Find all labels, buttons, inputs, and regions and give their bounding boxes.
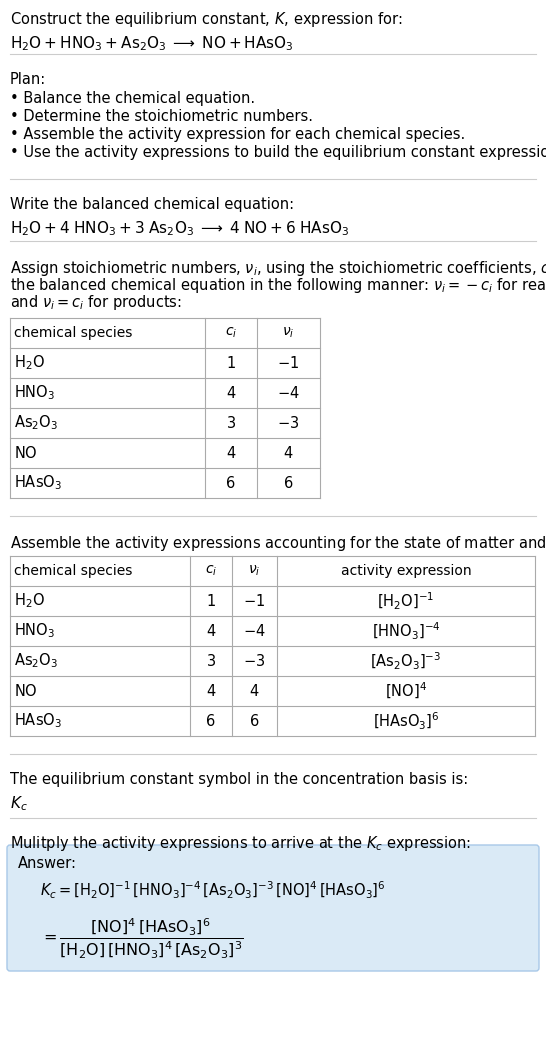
Text: $\mathrm{H_2O}$: $\mathrm{H_2O}$ <box>14 592 45 611</box>
Text: 4: 4 <box>206 683 216 698</box>
Text: $[\mathrm{HNO_3}]^{-4}$: $[\mathrm{HNO_3}]^{-4}$ <box>372 620 440 641</box>
Text: 4: 4 <box>227 445 236 460</box>
Text: Assemble the activity expressions accounting for the state of matter and $\nu_i$: Assemble the activity expressions accoun… <box>10 534 546 553</box>
Text: $\mathrm{As_2O_3}$: $\mathrm{As_2O_3}$ <box>14 652 58 671</box>
Text: $c_i$: $c_i$ <box>225 325 237 340</box>
Text: $\mathrm{As_2O_3}$: $\mathrm{As_2O_3}$ <box>14 414 58 433</box>
Text: 4: 4 <box>227 385 236 400</box>
Text: activity expression: activity expression <box>341 564 471 578</box>
Text: $K_c = [\mathrm{H_2O}]^{-1}\,[\mathrm{HNO_3}]^{-4}\,[\mathrm{As_2O_3}]^{-3}\,[\m: $K_c = [\mathrm{H_2O}]^{-1}\,[\mathrm{HN… <box>40 880 385 901</box>
Text: $\mathrm{HAsO_3}$: $\mathrm{HAsO_3}$ <box>14 712 62 731</box>
Text: 3: 3 <box>227 416 235 431</box>
Text: $\mathrm{HNO_3}$: $\mathrm{HNO_3}$ <box>14 383 55 402</box>
Text: • Balance the chemical equation.: • Balance the chemical equation. <box>10 91 255 106</box>
Text: • Determine the stoichiometric numbers.: • Determine the stoichiometric numbers. <box>10 110 313 124</box>
Text: $[\mathrm{H_2O}]^{-1}$: $[\mathrm{H_2O}]^{-1}$ <box>377 591 435 612</box>
Text: $\mathrm{NO}$: $\mathrm{NO}$ <box>14 445 38 461</box>
Text: the balanced chemical equation in the following manner: $\nu_i = -c_i$ for react: the balanced chemical equation in the fo… <box>10 276 546 295</box>
Text: $\mathrm{H_2O}$: $\mathrm{H_2O}$ <box>14 354 45 373</box>
Text: chemical species: chemical species <box>14 564 132 578</box>
Text: • Use the activity expressions to build the equilibrium constant expression.: • Use the activity expressions to build … <box>10 145 546 160</box>
Text: 1: 1 <box>227 356 236 371</box>
Text: $-3$: $-3$ <box>277 415 300 431</box>
Text: 1: 1 <box>206 594 216 609</box>
Text: $c_i$: $c_i$ <box>205 563 217 578</box>
Text: $\nu_i$: $\nu_i$ <box>248 563 260 578</box>
Text: chemical species: chemical species <box>14 326 132 340</box>
Text: 3: 3 <box>206 654 216 669</box>
Text: $-1$: $-1$ <box>244 593 265 609</box>
Text: $[\mathrm{As_2O_3}]^{-3}$: $[\mathrm{As_2O_3}]^{-3}$ <box>370 651 442 672</box>
Text: $-4$: $-4$ <box>277 385 300 401</box>
Text: 4: 4 <box>206 623 216 638</box>
Text: Assign stoichiometric numbers, $\nu_i$, using the stoichiometric coefficients, $: Assign stoichiometric numbers, $\nu_i$, … <box>10 259 546 278</box>
Text: $= \dfrac{[\mathrm{NO}]^{4}\,[\mathrm{HAsO_3}]^{6}}{[\mathrm{H_2O}]\,[\mathrm{HN: $= \dfrac{[\mathrm{NO}]^{4}\,[\mathrm{HA… <box>40 916 244 959</box>
Text: $\mathrm{NO}$: $\mathrm{NO}$ <box>14 683 38 699</box>
Text: $6$: $6$ <box>283 475 294 491</box>
Text: $\mathrm{HNO_3}$: $\mathrm{HNO_3}$ <box>14 621 55 640</box>
Text: The equilibrium constant symbol in the concentration basis is:: The equilibrium constant symbol in the c… <box>10 772 468 787</box>
Text: $6$: $6$ <box>250 713 260 729</box>
Text: Plan:: Plan: <box>10 72 46 87</box>
Text: • Assemble the activity expression for each chemical species.: • Assemble the activity expression for e… <box>10 127 465 142</box>
Text: $[\mathrm{NO}]^{4}$: $[\mathrm{NO}]^{4}$ <box>385 681 427 701</box>
Text: Answer:: Answer: <box>18 856 77 871</box>
Text: $4$: $4$ <box>283 445 294 461</box>
Text: $\mathrm{H_2O + 4\;HNO_3 + 3\;As_2O_3 \;\longrightarrow\; 4\;NO + 6\;HAsO_3}$: $\mathrm{H_2O + 4\;HNO_3 + 3\;As_2O_3 \;… <box>10 219 349 238</box>
Text: $4$: $4$ <box>250 683 260 699</box>
Text: Write the balanced chemical equation:: Write the balanced chemical equation: <box>10 197 294 212</box>
Text: 6: 6 <box>227 476 236 491</box>
Text: $\mathrm{HAsO_3}$: $\mathrm{HAsO_3}$ <box>14 474 62 493</box>
Text: Construct the equilibrium constant, $K$, expression for:: Construct the equilibrium constant, $K$,… <box>10 9 402 29</box>
Text: $-3$: $-3$ <box>244 653 266 669</box>
Text: $\mathrm{H_2O + HNO_3 + As_2O_3 \;\longrightarrow\; NO + HAsO_3}$: $\mathrm{H_2O + HNO_3 + As_2O_3 \;\longr… <box>10 34 294 53</box>
Text: $-1$: $-1$ <box>277 355 300 371</box>
Text: and $\nu_i = c_i$ for products:: and $\nu_i = c_i$ for products: <box>10 293 182 312</box>
Text: $K_c$: $K_c$ <box>10 794 28 813</box>
Text: $-4$: $-4$ <box>243 623 266 639</box>
Text: $[\mathrm{HAsO_3}]^{6}$: $[\mathrm{HAsO_3}]^{6}$ <box>373 711 440 732</box>
Text: 6: 6 <box>206 714 216 729</box>
Text: Mulitply the activity expressions to arrive at the $K_c$ expression:: Mulitply the activity expressions to arr… <box>10 834 471 853</box>
FancyBboxPatch shape <box>7 845 539 971</box>
Text: $\nu_i$: $\nu_i$ <box>282 325 295 340</box>
